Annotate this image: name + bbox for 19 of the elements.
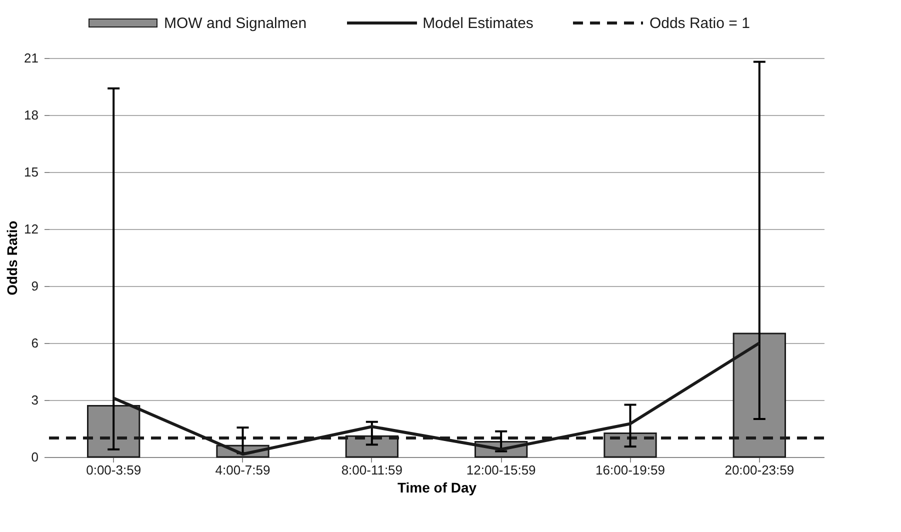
x-tick-label: 8:00-11:59 — [341, 462, 403, 478]
y-axis-title: Odds Ratio — [4, 220, 20, 296]
y-tick-label: 0 — [31, 450, 38, 464]
y-tick-label: 21 — [24, 50, 38, 66]
y-tick-label: 9 — [31, 278, 38, 294]
x-tick-label: 16:00-19:59 — [596, 462, 665, 478]
y-tick-label: 3 — [31, 392, 38, 408]
y-tick-label: 15 — [24, 164, 38, 180]
y-tick-label: 18 — [24, 108, 38, 122]
legend-label: MOW and Signalmen — [164, 14, 307, 32]
x-tick-label: 12:00-15:59 — [466, 462, 536, 478]
x-tick-label: 20:00-23:59 — [724, 462, 794, 478]
legend-label: Model Estimates — [422, 14, 534, 32]
y-tick-label: 12 — [24, 222, 38, 236]
x-tick-label: 4:00-7:59 — [215, 462, 270, 478]
x-tick-label: 0:00-3:59 — [86, 462, 142, 478]
y-tick-label: 6 — [31, 336, 38, 350]
legend-label: Odds Ratio = 1 — [649, 14, 750, 32]
x-axis-title: Time of Day — [397, 480, 477, 496]
